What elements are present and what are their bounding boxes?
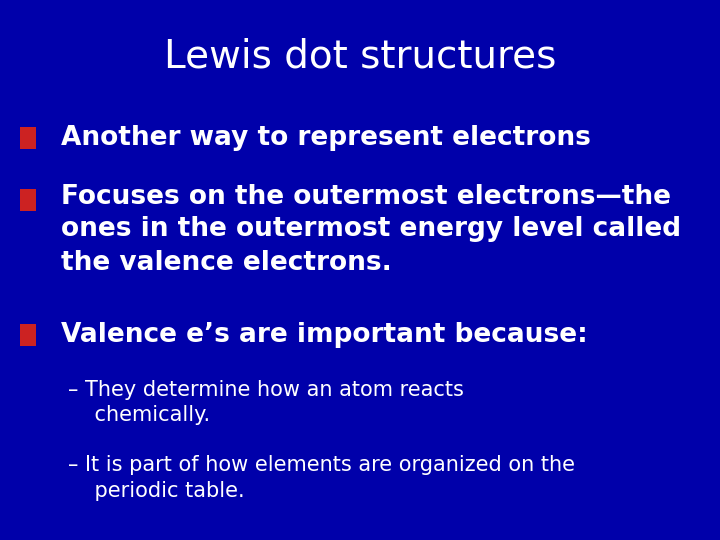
Text: Focuses on the outermost electrons—the
ones in the outermost energy level called: Focuses on the outermost electrons—the o…	[61, 184, 681, 275]
FancyBboxPatch shape	[20, 324, 36, 346]
Text: Valence e’s are important because:: Valence e’s are important because:	[61, 322, 588, 348]
Text: Lewis dot structures: Lewis dot structures	[164, 38, 556, 76]
FancyBboxPatch shape	[20, 127, 36, 148]
Text: – It is part of how elements are organized on the
    periodic table.: – It is part of how elements are organiz…	[68, 455, 575, 501]
Text: Another way to represent electrons: Another way to represent electrons	[61, 125, 591, 151]
Text: – They determine how an atom reacts
    chemically.: – They determine how an atom reacts chem…	[68, 380, 464, 425]
FancyBboxPatch shape	[20, 189, 36, 211]
